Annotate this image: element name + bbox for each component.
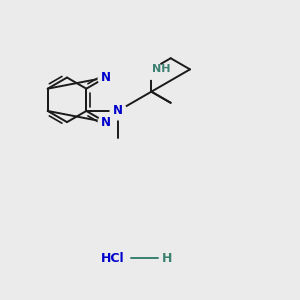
Text: N: N [100, 116, 111, 129]
Text: N: N [100, 71, 111, 84]
Text: N: N [113, 104, 123, 118]
Text: HCl: HCl [101, 252, 125, 265]
Text: NH: NH [152, 64, 171, 74]
Text: H: H [162, 252, 172, 265]
